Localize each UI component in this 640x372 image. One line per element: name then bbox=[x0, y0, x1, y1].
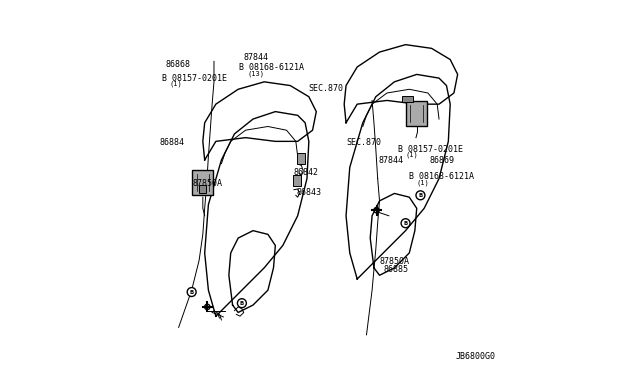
Text: B 08168-6121A: B 08168-6121A bbox=[239, 63, 304, 72]
Circle shape bbox=[187, 288, 196, 296]
Bar bbox=[193, 170, 213, 195]
Text: 86884: 86884 bbox=[159, 138, 184, 147]
Circle shape bbox=[416, 191, 425, 200]
Text: B: B bbox=[419, 193, 422, 198]
Text: B 08168-6121A: B 08168-6121A bbox=[410, 172, 474, 181]
Text: (1): (1) bbox=[406, 152, 419, 158]
Text: SEC.870: SEC.870 bbox=[309, 84, 344, 93]
Text: (13): (13) bbox=[248, 70, 264, 77]
Text: B: B bbox=[240, 301, 244, 306]
Text: 86885: 86885 bbox=[384, 265, 409, 274]
Text: 86843: 86843 bbox=[296, 188, 321, 197]
Text: 87844: 87844 bbox=[378, 156, 403, 165]
Circle shape bbox=[237, 299, 246, 308]
Bar bbox=[402, 96, 413, 102]
Text: 86868: 86868 bbox=[166, 60, 191, 69]
Text: 86842: 86842 bbox=[294, 169, 319, 177]
Text: B 08157-0201E: B 08157-0201E bbox=[398, 145, 463, 154]
Text: 87844: 87844 bbox=[244, 53, 269, 62]
Text: 87850A: 87850A bbox=[193, 179, 223, 187]
Text: B 08157-0201E: B 08157-0201E bbox=[163, 74, 227, 83]
Circle shape bbox=[401, 219, 410, 228]
Bar bbox=[293, 175, 301, 186]
Text: 86869: 86869 bbox=[429, 156, 455, 165]
Bar bbox=[199, 185, 206, 193]
Bar bbox=[297, 153, 305, 164]
Text: JB6800G0: JB6800G0 bbox=[456, 352, 496, 361]
Text: (1): (1) bbox=[417, 179, 429, 186]
Text: B: B bbox=[403, 221, 408, 226]
Text: 87850A: 87850A bbox=[380, 257, 410, 266]
Text: B: B bbox=[189, 289, 194, 295]
Text: SEC.870: SEC.870 bbox=[346, 138, 381, 147]
Text: (1): (1) bbox=[170, 80, 182, 87]
Bar bbox=[406, 101, 427, 126]
